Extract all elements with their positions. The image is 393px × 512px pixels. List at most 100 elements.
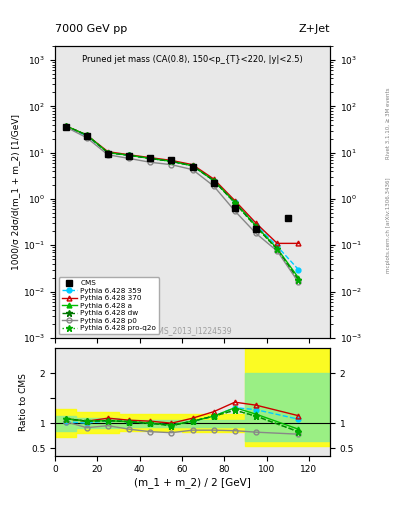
CMS <box>233 205 237 211</box>
Pythia 6.428 p0 <box>211 183 216 189</box>
Pythia 6.428 p0 <box>296 279 301 285</box>
CMS <box>84 133 89 139</box>
CMS <box>285 216 290 222</box>
Pythia 6.428 370 <box>84 132 89 138</box>
Pythia 6.428 pro-q2o <box>233 200 237 206</box>
CMS <box>211 180 216 186</box>
Pythia 6.428 370 <box>127 152 131 158</box>
CMS <box>127 153 131 159</box>
Pythia 6.428 p0 <box>63 124 68 130</box>
Pythia 6.428 a <box>190 163 195 169</box>
Pythia 6.428 359 <box>296 266 301 272</box>
Pythia 6.428 pro-q2o <box>254 224 259 230</box>
Pythia 6.428 dw <box>148 155 152 161</box>
Line: Pythia 6.428 dw: Pythia 6.428 dw <box>62 123 301 283</box>
Legend: CMS, Pythia 6.428 359, Pythia 6.428 370, Pythia 6.428 a, Pythia 6.428 dw, Pythia: CMS, Pythia 6.428 359, Pythia 6.428 370,… <box>59 278 159 334</box>
Pythia 6.428 359 <box>211 178 216 184</box>
Pythia 6.428 p0 <box>254 230 259 237</box>
Pythia 6.428 370 <box>233 198 237 204</box>
Y-axis label: 1000/σ 2dσ/d(m_1 + m_2) [1/GeV]: 1000/σ 2dσ/d(m_1 + m_2) [1/GeV] <box>11 114 20 270</box>
Pythia 6.428 a <box>106 150 110 156</box>
Pythia 6.428 pro-q2o <box>169 158 174 164</box>
Pythia 6.428 p0 <box>84 135 89 141</box>
Pythia 6.428 a <box>148 155 152 161</box>
Pythia 6.428 359 <box>233 199 237 205</box>
Line: Pythia 6.428 359: Pythia 6.428 359 <box>63 124 301 272</box>
Pythia 6.428 370 <box>211 176 216 182</box>
Pythia 6.428 p0 <box>127 155 131 161</box>
CMS <box>254 226 259 232</box>
Pythia 6.428 p0 <box>106 152 110 158</box>
Y-axis label: Ratio to CMS: Ratio to CMS <box>19 373 28 431</box>
Pythia 6.428 dw <box>254 224 259 230</box>
Pythia 6.428 359 <box>169 158 174 164</box>
Pythia 6.428 370 <box>275 240 279 246</box>
Pythia 6.428 pro-q2o <box>190 163 195 169</box>
Text: 7000 GeV pp: 7000 GeV pp <box>55 24 127 34</box>
Pythia 6.428 359 <box>63 124 68 130</box>
Pythia 6.428 370 <box>148 155 152 161</box>
Pythia 6.428 dw <box>233 200 237 206</box>
Pythia 6.428 pro-q2o <box>148 155 152 161</box>
Pythia 6.428 a <box>254 223 259 229</box>
Pythia 6.428 pro-q2o <box>296 276 301 283</box>
Pythia 6.428 dw <box>63 123 68 129</box>
Pythia 6.428 a <box>296 274 301 281</box>
Pythia 6.428 370 <box>63 123 68 129</box>
Pythia 6.428 a <box>127 152 131 158</box>
Pythia 6.428 pro-q2o <box>275 246 279 252</box>
Pythia 6.428 p0 <box>190 166 195 173</box>
CMS <box>148 155 152 161</box>
CMS <box>106 151 110 157</box>
Line: CMS: CMS <box>62 124 291 232</box>
Pythia 6.428 359 <box>84 133 89 139</box>
Pythia 6.428 dw <box>190 163 195 169</box>
Pythia 6.428 a <box>275 245 279 251</box>
Pythia 6.428 pro-q2o <box>63 123 68 129</box>
CMS <box>63 124 68 131</box>
Pythia 6.428 359 <box>190 163 195 169</box>
Pythia 6.428 p0 <box>148 159 152 165</box>
Pythia 6.428 pro-q2o <box>127 152 131 158</box>
Pythia 6.428 a <box>63 123 68 129</box>
Pythia 6.428 359 <box>127 152 131 158</box>
Pythia 6.428 370 <box>106 148 110 155</box>
Text: Rivet 3.1.10, ≥ 3M events: Rivet 3.1.10, ≥ 3M events <box>386 87 391 159</box>
Pythia 6.428 a <box>169 158 174 164</box>
Text: mcplots.cern.ch [arXiv:1306.3436]: mcplots.cern.ch [arXiv:1306.3436] <box>386 178 391 273</box>
Pythia 6.428 359 <box>106 150 110 156</box>
Pythia 6.428 dw <box>106 150 110 156</box>
Line: Pythia 6.428 pro-q2o: Pythia 6.428 pro-q2o <box>62 123 301 283</box>
Pythia 6.428 359 <box>148 155 152 161</box>
Pythia 6.428 dw <box>127 152 131 158</box>
Pythia 6.428 a <box>211 178 216 184</box>
Line: Pythia 6.428 p0: Pythia 6.428 p0 <box>63 124 301 285</box>
Pythia 6.428 p0 <box>233 208 237 214</box>
Pythia 6.428 pro-q2o <box>106 150 110 156</box>
Line: Pythia 6.428 a: Pythia 6.428 a <box>63 123 301 280</box>
Pythia 6.428 359 <box>254 222 259 228</box>
Text: CMS_2013_I1224539: CMS_2013_I1224539 <box>153 326 232 335</box>
Pythia 6.428 370 <box>296 240 301 246</box>
Pythia 6.428 pro-q2o <box>84 132 89 138</box>
Pythia 6.428 p0 <box>169 162 174 168</box>
Pythia 6.428 370 <box>190 162 195 168</box>
Pythia 6.428 a <box>84 132 89 138</box>
Pythia 6.428 dw <box>275 246 279 252</box>
Pythia 6.428 dw <box>211 178 216 184</box>
Pythia 6.428 370 <box>254 220 259 226</box>
Line: Pythia 6.428 370: Pythia 6.428 370 <box>63 123 301 246</box>
Text: Pruned jet mass (CA(0.8), 150<p_{T}<220, |y|<2.5): Pruned jet mass (CA(0.8), 150<p_{T}<220,… <box>82 55 303 64</box>
Pythia 6.428 pro-q2o <box>211 178 216 184</box>
Pythia 6.428 a <box>233 199 237 205</box>
X-axis label: (m_1 + m_2) / 2 [GeV]: (m_1 + m_2) / 2 [GeV] <box>134 477 251 488</box>
Pythia 6.428 dw <box>296 276 301 283</box>
CMS <box>190 163 195 169</box>
Pythia 6.428 370 <box>169 157 174 163</box>
Pythia 6.428 dw <box>84 132 89 138</box>
Pythia 6.428 dw <box>169 158 174 164</box>
CMS <box>169 157 174 163</box>
Pythia 6.428 359 <box>275 243 279 249</box>
Pythia 6.428 p0 <box>275 248 279 254</box>
Text: Z+Jet: Z+Jet <box>299 24 330 34</box>
